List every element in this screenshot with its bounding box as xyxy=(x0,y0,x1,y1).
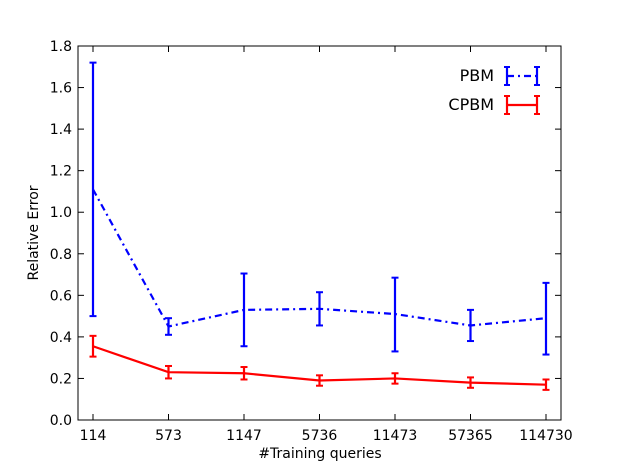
error-bar xyxy=(542,281,550,356)
y-tick-label: 1.4 xyxy=(50,122,72,138)
plot-area: 0.0 0.2 0.4 0.6 0.8 1.0 1.2 1.4 1.6 1.8 114 573 1147… xyxy=(50,39,573,444)
x-tick-label: 114 xyxy=(80,428,107,444)
y-tick-label: 0.4 xyxy=(50,330,72,346)
error-bar xyxy=(165,364,172,380)
legend-label: PBM xyxy=(460,66,494,85)
error-bar xyxy=(89,334,97,358)
x-axis-label: #Training queries xyxy=(258,446,381,462)
y-tick-label: 1.8 xyxy=(50,39,72,55)
y-tick-label: 0.6 xyxy=(50,288,72,304)
error-bar xyxy=(542,378,550,391)
legend-label: CPBM xyxy=(448,95,494,114)
error-bar xyxy=(240,366,248,381)
y-tick-label: 1.0 xyxy=(50,205,72,221)
y-axis-label: Relative Error xyxy=(26,185,42,280)
x-tick-label: 1147 xyxy=(226,428,262,444)
y-tick-label: 0.2 xyxy=(50,371,72,387)
error-bar xyxy=(391,372,399,385)
error-bar xyxy=(316,291,323,327)
x-tick-label: 114730 xyxy=(519,428,572,444)
legend-item-cpbm: CPBM xyxy=(448,95,540,115)
error-bar xyxy=(240,272,248,348)
error-bar xyxy=(467,376,474,389)
y-tick-label: 0.0 xyxy=(50,413,72,429)
y-tick-label: 1.2 xyxy=(50,164,72,180)
series-cpbm xyxy=(89,334,550,391)
x-tick-label: 11473 xyxy=(373,428,418,444)
x-tick-label: 57365 xyxy=(448,428,493,444)
error-bar xyxy=(467,308,474,343)
tick-layer: 0.0 0.2 0.4 0.6 0.8 1.0 1.2 1.4 1.6 1.8 114 573 1147… xyxy=(50,39,573,444)
error-bar xyxy=(89,61,97,318)
legend-item-pbm: PBM xyxy=(460,66,540,86)
y-tick-label: 0.8 xyxy=(50,247,72,263)
x-tick-label: 5736 xyxy=(302,428,338,444)
series-pbm xyxy=(89,61,550,356)
legend: PBM CPBM xyxy=(448,66,540,115)
y-tick-label: 1.6 xyxy=(50,81,72,97)
error-bar xyxy=(165,317,172,336)
error-bar xyxy=(316,374,323,387)
error-bar xyxy=(391,276,399,353)
x-tick-label: 573 xyxy=(155,428,182,444)
series-layer xyxy=(89,61,550,391)
